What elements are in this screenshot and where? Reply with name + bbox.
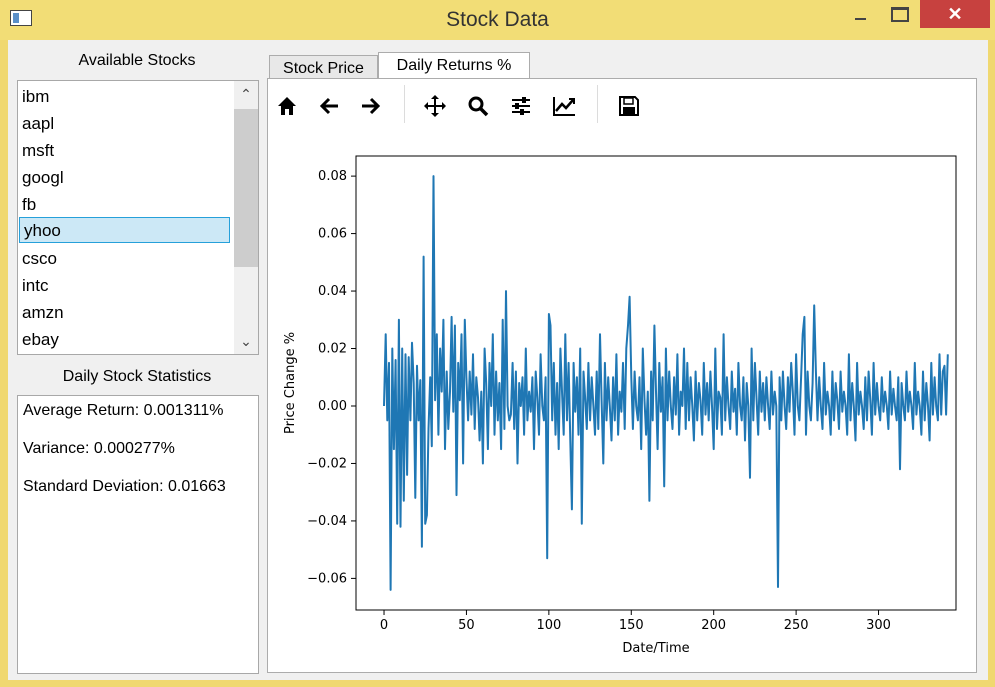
minimize-icon xyxy=(854,18,866,20)
stocks-list[interactable]: ibm aapl msft googl fb yhoo csco intc am… xyxy=(17,80,259,355)
y-tick-label: 0.04 xyxy=(318,284,347,299)
x-tick-label: 300 xyxy=(866,618,891,633)
average-return-text: Average Return: 0.001311% xyxy=(23,402,224,419)
available-stocks-heading: Available Stocks xyxy=(78,52,196,69)
list-item[interactable]: intc xyxy=(22,276,49,295)
x-tick-label: 250 xyxy=(784,618,809,633)
y-tick-label: −0.06 xyxy=(307,571,347,586)
close-icon: ✕ xyxy=(947,3,963,24)
pan-icon[interactable] xyxy=(420,91,450,121)
main-content: Available Stocks ibm aapl msft googl fb … xyxy=(8,40,988,680)
x-tick-label: 50 xyxy=(458,618,475,633)
y-tick-label: −0.04 xyxy=(307,514,347,529)
list-item[interactable]: csco xyxy=(22,249,57,268)
series-line xyxy=(383,175,949,591)
y-tick-label: 0.08 xyxy=(318,169,347,184)
save-icon[interactable] xyxy=(614,91,644,121)
close-button[interactable]: ✕ xyxy=(920,0,990,28)
minimize-button[interactable] xyxy=(840,0,880,28)
list-item[interactable]: amzn xyxy=(22,303,64,322)
app-icon xyxy=(10,10,32,26)
title-bar[interactable]: Stock Data ✕ xyxy=(0,0,995,40)
list-item[interactable]: ibm xyxy=(22,87,50,106)
maximize-button[interactable] xyxy=(880,0,920,28)
list-item-selected[interactable]: yhoo xyxy=(19,217,230,243)
scroll-down-icon[interactable]: ⌄ xyxy=(240,333,252,349)
scroll-thumb[interactable] xyxy=(234,109,258,267)
y-tick-label: 0.00 xyxy=(318,399,347,414)
tab-daily-returns[interactable]: Daily Returns % xyxy=(378,52,530,81)
tab-stock-price[interactable]: Stock Price xyxy=(269,55,378,81)
x-tick-label: 150 xyxy=(619,618,644,633)
list-item[interactable]: aapl xyxy=(22,114,55,133)
list-item[interactable]: msft xyxy=(22,141,55,160)
stats-panel: Average Return: 0.001311% Variance: 0.00… xyxy=(17,395,259,674)
y-tick-label: 0.02 xyxy=(318,342,347,357)
x-tick-label: 0 xyxy=(380,618,388,633)
y-tick-label: −0.02 xyxy=(307,456,347,471)
forward-arrow-icon[interactable] xyxy=(356,91,386,121)
toolbar-separator xyxy=(404,85,405,123)
toolbar-separator xyxy=(597,85,598,123)
list-item[interactable]: ebay xyxy=(22,330,59,349)
scroll-up-icon[interactable]: ⌃ xyxy=(240,86,252,102)
zoom-icon[interactable] xyxy=(463,91,493,121)
window-title: Stock Data xyxy=(446,8,549,31)
list-item[interactable]: googl xyxy=(22,168,64,187)
list-scrollbar[interactable]: ⌃ ⌄ xyxy=(234,81,258,354)
x-tick-label: 100 xyxy=(536,618,561,633)
y-tick-label: 0.06 xyxy=(318,227,347,242)
daily-returns-pane: 0 50 100 150 200 250 300 0.08 0.06 0.04 0.02 0.00 −0… xyxy=(267,78,977,673)
x-axis-label: Date/Time xyxy=(622,641,689,656)
x-tick-label: 200 xyxy=(701,618,726,633)
plot-frame xyxy=(355,155,957,611)
list-item[interactable]: fb xyxy=(22,195,37,214)
configure-subplots-icon[interactable] xyxy=(506,91,536,121)
std-dev-text: Standard Deviation: 0.01663 xyxy=(23,478,226,495)
edit-axes-icon[interactable] xyxy=(549,91,579,121)
daily-stats-heading: Daily Stock Statistics xyxy=(62,368,212,385)
back-arrow-icon[interactable] xyxy=(314,91,344,121)
home-icon[interactable] xyxy=(272,91,302,121)
daily-returns-chart[interactable]: 0 50 100 150 200 250 300 0.08 0.06 0.04 0.02 0.00 −0… xyxy=(268,79,976,672)
variance-text: Variance: 0.000277% xyxy=(23,440,175,457)
maximize-icon xyxy=(891,6,909,22)
y-axis-label: Price Change % xyxy=(283,332,298,434)
